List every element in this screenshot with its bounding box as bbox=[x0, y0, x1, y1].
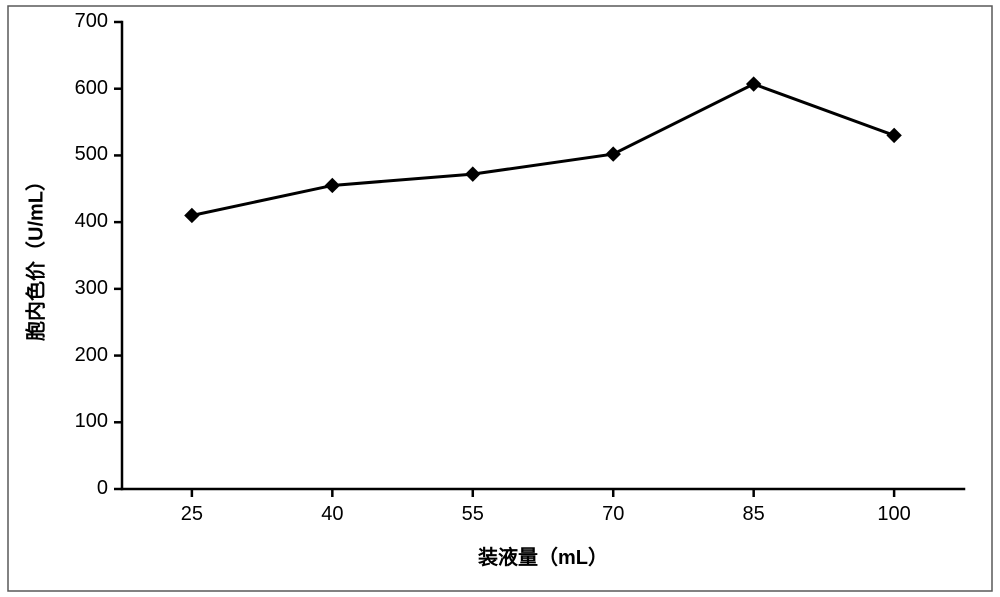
x-tick-label: 70 bbox=[602, 503, 624, 526]
data-marker bbox=[606, 147, 620, 161]
plot-area bbox=[0, 0, 1000, 597]
data-marker bbox=[887, 128, 901, 142]
y-tick-label: 300 bbox=[75, 277, 108, 300]
data-marker bbox=[185, 208, 199, 222]
x-tick-label: 100 bbox=[877, 503, 910, 526]
y-tick-label: 700 bbox=[75, 10, 108, 33]
data-marker bbox=[325, 178, 339, 192]
x-axis-label: 装液量（mL） bbox=[478, 541, 608, 570]
y-tick-label: 200 bbox=[75, 344, 108, 367]
data-marker bbox=[466, 167, 480, 181]
y-tick-label: 100 bbox=[75, 410, 108, 433]
y-tick-label: 0 bbox=[97, 477, 108, 500]
data-marker bbox=[747, 77, 761, 91]
x-tick-label: 85 bbox=[743, 503, 765, 526]
x-tick-label: 40 bbox=[321, 503, 343, 526]
x-tick-label: 55 bbox=[462, 503, 484, 526]
y-tick-label: 400 bbox=[75, 210, 108, 233]
line-chart: 胞内色价（U/mL） 装液量（mL） 0 100 200 300 400 500 600 70… bbox=[0, 0, 1000, 597]
y-tick-label: 600 bbox=[75, 77, 108, 100]
x-tick-label: 25 bbox=[181, 503, 203, 526]
y-tick-label: 500 bbox=[75, 143, 108, 166]
y-axis-label: 胞内色价（U/mL） bbox=[20, 171, 49, 341]
